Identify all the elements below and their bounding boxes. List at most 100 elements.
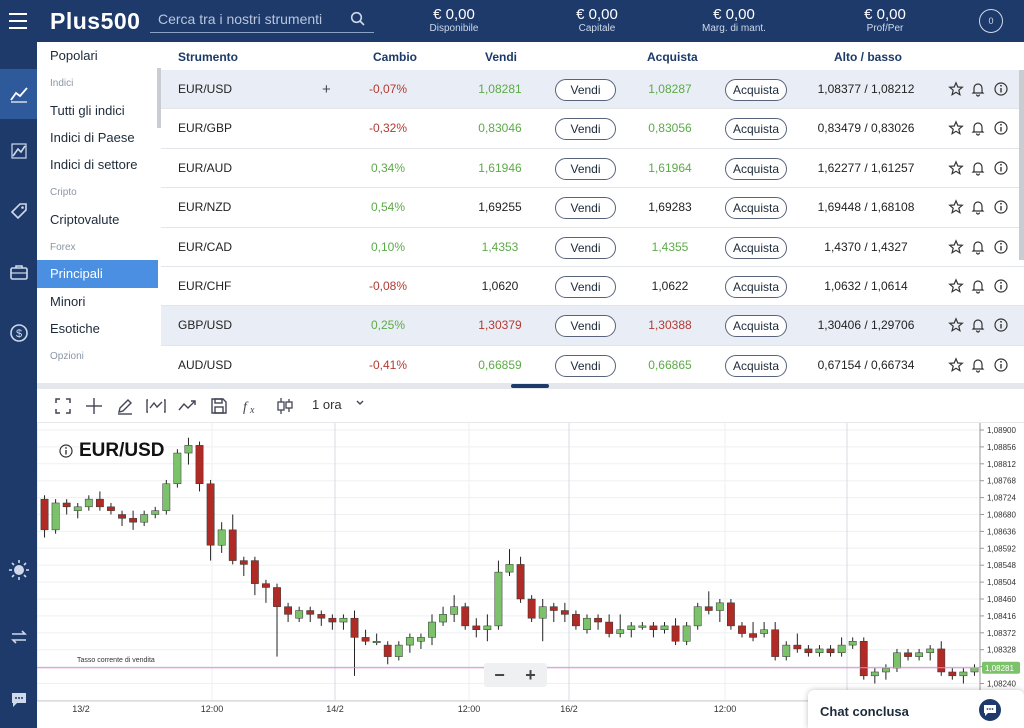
zoom-in-button[interactable]: + [525,664,536,685]
y-tick-label: 1,08460 [987,595,1016,604]
bell-icon[interactable] [970,239,986,255]
bell-icon[interactable] [970,357,986,373]
menu-item[interactable]: Principali [37,260,158,288]
sell-button[interactable]: Vendi [555,157,616,180]
star-icon[interactable] [948,238,964,255]
chat-open-button[interactable] [979,699,1001,721]
bell-icon[interactable] [970,120,986,136]
table-row[interactable]: EUR/AUD 0,34% 1,61946 1,61964 1,62277 / 1,61… [161,149,1024,189]
table-row[interactable]: EUR/GBP -0,32% 0,83046 0,83056 0,83479 / 0,8… [161,109,1024,149]
stat-label: Capitale [578,23,616,34]
line-style-icon[interactable] [146,396,166,416]
candle-body [682,625,691,642]
table-row[interactable]: AUD/USD -0,41% 0,66859 0,66865 0,67154 / 0,6… [161,346,1024,383]
menu-item[interactable]: Indici di Paese [50,129,135,145]
rail-chat[interactable] [0,681,37,719]
table-row[interactable]: EUR/CAD 0,10% 1,4353 1,4355 1,4370 / 1,4327 V… [161,228,1024,267]
draw-pencil-icon[interactable] [115,396,135,416]
briefcase-icon [9,265,28,280]
info-icon[interactable] [993,317,1009,333]
col-header-cambio[interactable]: Cambio [373,50,418,64]
info-icon[interactable] [993,239,1009,255]
crosshair-icon[interactable] [84,396,104,416]
search-input[interactable] [150,7,340,31]
info-icon[interactable] [59,444,73,458]
table-row[interactable]: EUR/NZD 0,54% 1,69255 1,69283 1,69448 / 1,68… [161,188,1024,228]
sell-button[interactable]: Vendi [555,315,616,338]
info-icon[interactable] [993,357,1009,373]
bell-icon[interactable] [970,160,986,176]
buy-button[interactable]: Acquista [725,236,787,259]
sell-button[interactable]: Vendi [555,197,616,220]
menu-item[interactable]: Tutti gli indici [50,102,125,118]
menu-item[interactable]: Popolari [50,48,98,63]
menu-item[interactable]: Criptovalute [50,211,120,227]
table-row[interactable]: GBP/USD 0,25% 1,30379 1,30388 1,30406 / 1,29… [161,306,1024,346]
bell-icon[interactable] [970,81,986,97]
buy-button[interactable]: Acquista [725,354,787,377]
resize-grip[interactable] [511,384,549,388]
star-icon[interactable] [948,199,964,215]
info-icon[interactable] [993,120,1009,136]
rail-portfolio[interactable] [0,253,37,291]
star-icon[interactable] [948,120,964,136]
sell-button[interactable]: Vendi [555,275,616,298]
col-header-strumento[interactable]: Strumento [178,50,238,64]
table-scrollbar[interactable] [1019,70,1024,260]
info-icon[interactable] [993,81,1009,97]
avatar[interactable]: 0 [979,9,1003,33]
bell-icon[interactable] [970,278,986,294]
menu-item[interactable]: Esotiche [50,320,100,336]
buy-button[interactable]: Acquista [725,197,787,220]
rail-funds[interactable]: $ [0,314,37,352]
buy-button[interactable]: Acquista [725,315,787,338]
rail-trade[interactable] [0,69,37,119]
sell-button[interactable]: Vendi [555,118,616,141]
buy-button[interactable]: Acquista [725,79,787,101]
buy-button[interactable]: Acquista [725,275,787,298]
star-icon[interactable] [948,317,964,333]
rail-brightness[interactable] [0,551,37,589]
buy-button[interactable]: Acquista [725,157,787,180]
star-icon[interactable] [948,160,964,176]
fullscreen-icon[interactable] [53,396,73,416]
zoom-out-button[interactable]: − [494,664,505,685]
bell-icon[interactable] [970,199,986,215]
menu-item[interactable]: Minori [50,293,86,309]
panel-divider[interactable] [37,383,1024,389]
save-icon[interactable] [209,396,229,416]
chevron-down-icon[interactable] [355,398,365,408]
trend-line-icon[interactable] [177,396,197,416]
rail-sync[interactable] [0,618,37,656]
sell-button[interactable]: Vendi [555,354,616,377]
menu-item[interactable]: Indici di settore [50,157,138,173]
info-icon[interactable] [993,199,1009,215]
sell-button[interactable]: Vendi [555,236,616,259]
bell-icon[interactable] [970,317,986,333]
search-icon[interactable] [350,11,366,27]
star-icon[interactable] [948,357,964,373]
chat-widget[interactable]: Chat conclusa [808,690,1024,728]
star-icon[interactable] [948,278,964,294]
table-row[interactable]: EUR/CHF -0,08% 1,0620 1,0622 1,0632 / 1,0614… [161,267,1024,307]
info-icon[interactable] [993,160,1009,176]
candle-body [538,606,547,619]
col-header-acquista[interactable]: Acquista [647,50,698,64]
candlestick-chart[interactable]: 1,08900 1,08856 1,08812 1,08768 1,08724 1,086… [37,423,1024,728]
star-icon[interactable] [948,81,964,97]
table-row[interactable]: EUR/USD -0,07% 1,08281 1,08287 1,08377 / 1,0… [161,70,1024,110]
price-chart[interactable]: 1,08900 1,08856 1,08812 1,08768 1,08724 1,086… [37,423,1024,728]
rail-orders[interactable] [0,192,37,230]
sell-button[interactable]: Vendi [555,79,616,101]
buy-button[interactable]: Acquista [725,118,787,141]
add-to-watchlist-button[interactable]: + [322,81,331,98]
col-header-vendi[interactable]: Vendi [485,50,518,64]
col-header-alto-basso[interactable]: Alto / basso [834,50,903,64]
menu-scrollbar[interactable] [157,68,161,128]
timeframe-label[interactable]: 1 ora [312,397,342,412]
menu-icon[interactable] [0,0,36,42]
info-icon[interactable] [993,278,1009,294]
rail-positions[interactable] [0,132,37,170]
candlestick-type-icon[interactable] [275,396,295,416]
